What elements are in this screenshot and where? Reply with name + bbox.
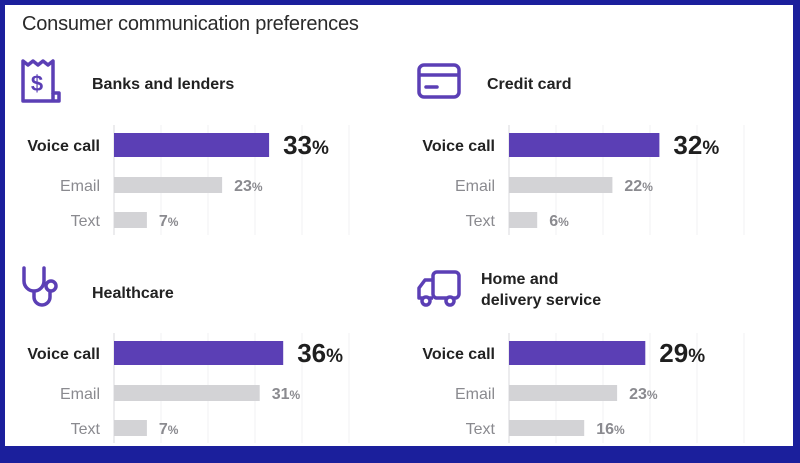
bar: [114, 385, 260, 401]
delivery-truck-icon: [417, 270, 461, 307]
bar-chart: Voice call 36% Email 31% Text 7%: [27, 333, 350, 443]
bar: [509, 177, 613, 193]
infographic: Consumer communication preferences $ Ban…: [5, 5, 793, 446]
panel-title-line: delivery service: [481, 292, 602, 309]
category-label: Email: [60, 386, 100, 403]
bar-chart: Voice call 32% Email 22% Text 6%: [422, 125, 745, 235]
data-label: 32%: [673, 130, 719, 160]
data-label: 6%: [549, 213, 569, 230]
panel-credit-card: Credit card Voice call 32% Email 22% Text 6%: [415, 55, 795, 255]
category-label: Text: [466, 213, 496, 230]
bar-chart: Voice call 29% Email 23% Text 16%: [422, 333, 745, 443]
panel-healthcare: Healthcare Voice call 36% Email 31% Text 7%: [20, 263, 400, 463]
data-label: 31%: [272, 386, 301, 403]
category-label: Voice call: [27, 138, 100, 155]
category-label: Text: [71, 421, 101, 438]
category-label: Voice call: [422, 138, 495, 155]
data-label: 29%: [659, 338, 705, 368]
data-label: 22%: [624, 178, 653, 195]
page-title: Consumer communication preferences: [22, 13, 359, 35]
data-label: 23%: [234, 178, 263, 195]
panel-banks: $ Banks and lenders Voice call 33% Email 23…: [20, 55, 400, 255]
stethoscope-icon: [22, 266, 58, 307]
category-label: Voice call: [27, 346, 100, 363]
bar: [509, 420, 585, 436]
data-label: 16%: [596, 421, 625, 438]
bar: [509, 341, 646, 365]
panel-title: Banks and lenders: [92, 76, 235, 93]
bar: [114, 133, 270, 157]
bar: [114, 341, 284, 365]
bar: [114, 212, 147, 228]
bar: [509, 212, 538, 228]
svg-text:$: $: [31, 71, 43, 96]
bar: [509, 133, 660, 157]
data-label: 36%: [297, 338, 343, 368]
category-label: Email: [455, 386, 495, 403]
panel-title: Home and delivery service: [481, 269, 601, 311]
category-label: Text: [466, 421, 496, 438]
data-label: 7%: [159, 213, 179, 230]
panel-title: Credit card: [487, 76, 572, 93]
category-label: Email: [60, 178, 100, 195]
panel-title-line: Home and: [481, 271, 559, 288]
data-label: 7%: [159, 421, 179, 438]
bar-chart: Voice call 33% Email 23% Text 7%: [27, 125, 350, 235]
panel-home-delivery: Home and delivery service Voice call 29% E…: [415, 263, 795, 463]
category-label: Voice call: [422, 346, 495, 363]
panel-title: Healthcare: [92, 285, 174, 302]
bar: [509, 385, 618, 401]
data-label: 33%: [283, 130, 329, 160]
data-label: 23%: [629, 386, 658, 403]
credit-card-icon: [417, 63, 461, 99]
receipt-dollar-icon: $: [21, 59, 61, 103]
bar: [114, 420, 147, 436]
bar: [114, 177, 223, 193]
category-label: Email: [455, 178, 495, 195]
category-label: Text: [71, 213, 101, 230]
